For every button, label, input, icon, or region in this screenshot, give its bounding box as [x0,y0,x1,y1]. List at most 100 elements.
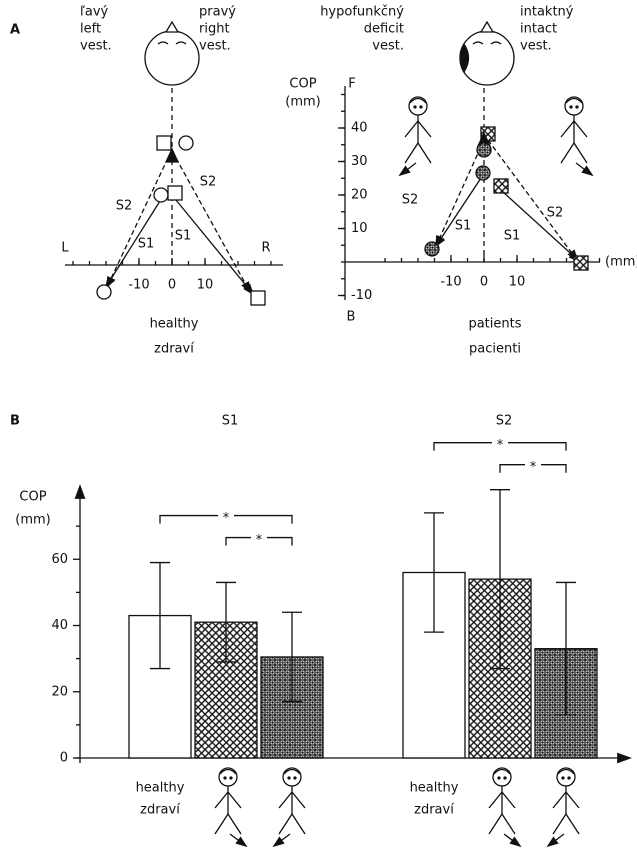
category-label: S2 [496,414,513,429]
stick-arm [418,121,431,137]
stick-arm [228,792,241,808]
stick-head [409,97,427,115]
head-label: vest. [520,39,552,54]
nose [166,22,178,32]
x-tick-label: 0 [480,275,488,290]
y-axis-label: (mm) [15,513,50,528]
arrow-line [436,178,481,246]
stick-leg [561,143,574,163]
position-marker [168,186,182,200]
nose [481,22,493,32]
axis-end-label: B [347,310,356,325]
arrow-head [510,838,520,846]
stick-leg [405,143,418,163]
caption: patients [468,317,521,332]
stick-head [557,768,575,786]
path-label: S2 [200,175,217,190]
y-tick-label: 20 [51,684,68,699]
head-label: ľavý [80,5,109,20]
arrow-head [236,838,246,846]
head-label: right [199,22,230,37]
path-label: S2 [547,206,564,221]
position-marker [179,136,193,150]
position-marker [97,285,111,299]
position-marker [425,242,439,256]
head-label: left [80,22,101,37]
y-axis-label: COP [289,77,316,92]
stick-leg [215,814,228,834]
group-label: zdraví [414,803,454,818]
head-label: pravý [199,5,236,20]
position-marker [157,136,171,150]
stick-eye [288,777,290,779]
x-tick-label: -10 [128,278,149,293]
path-label: S2 [402,193,419,208]
group-label: healthy [410,781,459,796]
y-tick-label: 30 [351,154,368,169]
stick-head [493,768,511,786]
stick-arm [574,121,587,137]
head-label: deficit [364,22,404,37]
head-label: intact [520,22,557,37]
arrow-head [274,838,284,846]
axis-end-label: L [61,241,69,256]
stick-leg [574,143,587,163]
x-tick-label: 10 [509,275,526,290]
position-marker [477,143,491,157]
head-label: vest. [199,39,231,54]
category-label: S1 [222,414,239,429]
arrow-head [400,167,410,175]
stick-arm [279,792,292,808]
stick-arm [561,121,574,137]
path-label: S1 [175,229,192,244]
head-label: intaktný [520,5,574,20]
stick-arm [553,792,566,808]
stick-eye [414,106,416,108]
stick-leg [489,814,502,834]
arrow-head [166,149,178,162]
arrow-head [582,167,592,175]
x-tick-label: 0 [168,278,176,293]
position-marker [476,166,490,180]
page: Aľavýpravýleftrightvest.vest.-10010LRS2S… [0,0,637,862]
stick-head [565,97,583,115]
stick-eye [420,106,422,108]
stick-leg [418,143,431,163]
path-label: S2 [116,199,133,214]
y-tick-label: -10 [351,288,372,303]
stick-eye [568,777,570,779]
arrow-head [618,754,630,763]
stick-eye [294,777,296,779]
significance-label: * [223,511,230,526]
stick-arm [292,792,305,808]
arrow-head [76,486,85,498]
head-label: hypofunkčný [320,5,404,20]
stick-head [219,768,237,786]
stick-leg [502,814,515,834]
arrow-line [502,191,579,261]
arrow-line [107,158,168,287]
stick-leg [292,814,305,834]
stick-eye [498,777,500,779]
y-tick-label: 40 [351,121,368,136]
stick-arm [405,121,418,137]
arrow-line [176,200,253,294]
path-label: S1 [138,237,155,252]
position-marker [154,188,168,202]
y-axis-label: COP [19,490,46,505]
y-tick-label: 60 [51,552,68,567]
x-unit-label: (mm) [605,255,637,270]
head [145,31,199,85]
position-marker [574,256,588,270]
caption: pacienti [469,342,521,357]
significance-label: * [256,533,263,548]
y-tick-label: 10 [351,221,368,236]
figure: Aľavýpravýleftrightvest.vest.-10010LRS2S… [0,0,637,862]
stick-eye [230,777,232,779]
head-label: vest. [372,39,404,54]
y-tick-label: 0 [60,751,68,766]
significance-label: * [497,438,504,453]
significance-label: * [530,460,537,475]
stick-eye [570,106,572,108]
stick-head [283,768,301,786]
